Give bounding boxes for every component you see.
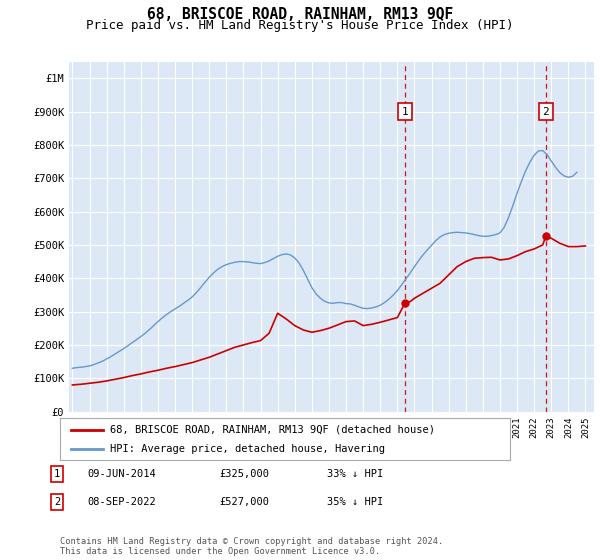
Text: 35% ↓ HPI: 35% ↓ HPI [327, 497, 383, 507]
Text: 2: 2 [54, 497, 60, 507]
Text: 08-SEP-2022: 08-SEP-2022 [87, 497, 156, 507]
Text: 33% ↓ HPI: 33% ↓ HPI [327, 469, 383, 479]
Text: Contains HM Land Registry data © Crown copyright and database right 2024.
This d: Contains HM Land Registry data © Crown c… [60, 536, 443, 556]
Text: 1: 1 [401, 106, 408, 116]
Text: HPI: Average price, detached house, Havering: HPI: Average price, detached house, Have… [110, 444, 385, 454]
Text: 2: 2 [542, 106, 550, 116]
Text: 68, BRISCOE ROAD, RAINHAM, RM13 9QF: 68, BRISCOE ROAD, RAINHAM, RM13 9QF [147, 7, 453, 22]
Text: 68, BRISCOE ROAD, RAINHAM, RM13 9QF (detached house): 68, BRISCOE ROAD, RAINHAM, RM13 9QF (det… [110, 424, 434, 435]
Text: Price paid vs. HM Land Registry's House Price Index (HPI): Price paid vs. HM Land Registry's House … [86, 19, 514, 32]
Text: 1: 1 [54, 469, 60, 479]
Text: 09-JUN-2014: 09-JUN-2014 [87, 469, 156, 479]
Text: £325,000: £325,000 [219, 469, 269, 479]
Text: £527,000: £527,000 [219, 497, 269, 507]
